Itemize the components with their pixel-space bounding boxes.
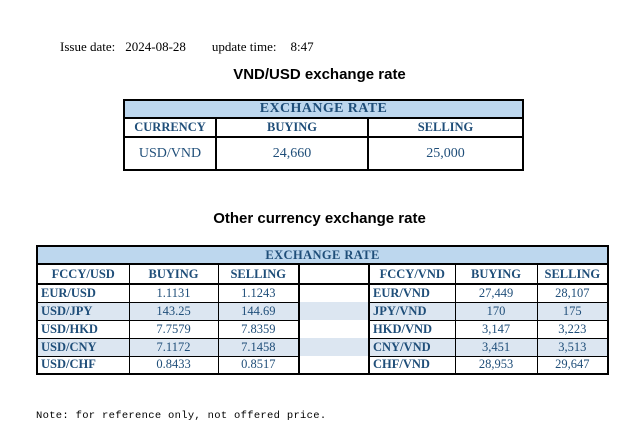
table1-band-row: EXCHANGE RATE	[123, 99, 524, 119]
table2-header-selling-right: SELLING	[536, 263, 609, 285]
table1-header-buying: BUYING	[215, 117, 369, 138]
currency-pair-cell: EUR/VND	[368, 283, 456, 303]
currency-pair-cell: EUR/USD	[36, 283, 130, 303]
separator-cell	[298, 338, 370, 356]
document-meta: Issue date: 2024-08-28 update time: 8:47	[60, 39, 314, 55]
buying-rate-cell: 1.1131	[128, 283, 219, 303]
currency-pair-cell: USD/CHF	[36, 355, 130, 375]
issue-date-label: Issue date:	[60, 39, 116, 54]
buying-rate-cell: 28,953	[454, 355, 538, 375]
currency-pair-cell: USD/JPY	[36, 301, 130, 321]
buying-rate-cell: 3,451	[454, 337, 538, 357]
selling-rate-cell: 25,000	[367, 136, 524, 171]
table2-band-title: EXCHANGE RATE	[36, 245, 609, 265]
currency-pair-cell: USD/VND	[123, 136, 217, 171]
table2-row-chf: USD/CHF 0.8433 0.8517 CHF/VND 28,953 29,…	[36, 355, 609, 375]
table2-header-buying-left: BUYING	[128, 263, 219, 285]
currency-pair-cell: USD/CNY	[36, 337, 130, 357]
table2-header-buying-right: BUYING	[454, 263, 538, 285]
selling-rate-cell: 1.1243	[217, 283, 300, 303]
separator-cell	[298, 284, 370, 302]
buying-rate-cell: 7.7579	[128, 319, 219, 339]
table2-header-row: FCCY/USD BUYING SELLING FCCY/VND BUYING …	[36, 263, 609, 285]
reference-note: Note: for reference only, not offered pr…	[36, 410, 327, 422]
buying-rate-cell: 27,449	[454, 283, 538, 303]
selling-rate-cell: 7.1458	[217, 337, 300, 357]
buying-rate-cell: 7.1172	[128, 337, 219, 357]
table2-row-eur: EUR/USD 1.1131 1.1243 EUR/VND 27,449 28,…	[36, 283, 609, 303]
other-currency-rate-table: EXCHANGE RATE FCCY/USD BUYING SELLING FC…	[36, 245, 610, 375]
table1-header-row: CURRENCY BUYING SELLING	[123, 117, 524, 138]
issue-date-value: 2024-08-28	[125, 39, 186, 54]
selling-rate-cell: 7.8359	[217, 319, 300, 339]
usd-vnd-rate-table: EXCHANGE RATE CURRENCY BUYING SELLING US…	[123, 99, 524, 171]
update-time-label: update time:	[211, 39, 277, 54]
section2-title: Other currency exchange rate	[213, 210, 426, 227]
separator-cell	[298, 264, 370, 285]
buying-rate-cell: 170	[454, 301, 538, 321]
table2-row-cny: USD/CNY 7.1172 7.1458 CNY/VND 3,451 3,51…	[36, 337, 609, 357]
selling-rate-cell: 29,647	[536, 355, 609, 375]
buying-rate-cell: 0.8433	[128, 355, 219, 375]
currency-pair-cell: JPY/VND	[368, 301, 456, 321]
currency-pair-cell: USD/HKD	[36, 319, 130, 339]
selling-rate-cell: 175	[536, 301, 609, 321]
table2-header-fccy-usd: FCCY/USD	[36, 263, 130, 285]
table2-header-fccy-vnd: FCCY/VND	[368, 263, 456, 285]
buying-rate-cell: 143.25	[128, 301, 219, 321]
section1-title: VND/USD exchange rate	[233, 66, 406, 83]
update-time-value: 8:47	[290, 39, 314, 54]
currency-pair-cell: CNY/VND	[368, 337, 456, 357]
buying-rate-cell: 24,660	[215, 136, 369, 171]
selling-rate-cell: 3,513	[536, 337, 609, 357]
buying-rate-cell: 3,147	[454, 319, 538, 339]
table1-band-title: EXCHANGE RATE	[123, 99, 524, 119]
separator-cell	[298, 320, 370, 338]
selling-rate-cell: 28,107	[536, 283, 609, 303]
table2-header-selling-left: SELLING	[217, 263, 300, 285]
separator-cell	[298, 302, 370, 320]
table1-header-currency: CURRENCY	[123, 117, 217, 138]
selling-rate-cell: 144.69	[217, 301, 300, 321]
currency-pair-cell: CHF/VND	[368, 355, 456, 375]
table2-row-jpy: USD/JPY 143.25 144.69 JPY/VND 170 175	[36, 301, 609, 321]
table1-header-selling: SELLING	[367, 117, 524, 138]
table2-band-row: EXCHANGE RATE	[36, 245, 609, 265]
separator-cell	[298, 356, 370, 374]
selling-rate-cell: 0.8517	[217, 355, 300, 375]
currency-pair-cell: HKD/VND	[368, 319, 456, 339]
table1-row-usd-vnd: USD/VND 24,660 25,000	[123, 136, 524, 171]
table2-row-hkd: USD/HKD 7.7579 7.8359 HKD/VND 3,147 3,22…	[36, 319, 609, 339]
selling-rate-cell: 3,223	[536, 319, 609, 339]
